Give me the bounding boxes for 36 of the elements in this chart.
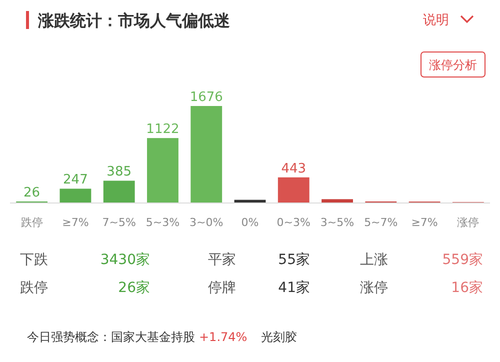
x-tick-label: 7~5% [102,216,136,229]
x-tick-label: 3~5% [320,216,354,229]
x-tick-label: ≥7% [62,216,89,229]
text: 说明 [423,13,449,28]
x-tick-label: 3~0% [190,216,224,229]
data-label: 1676 [190,90,223,105]
x-tick-label: 跌停 [20,216,43,229]
text: 上涨 [360,252,388,268]
text: 559家 [442,252,483,268]
x-tick-label: 0~3% [276,216,310,229]
text: 今日强势概念： [27,330,111,344]
data-label: 1122 [146,122,180,138]
chart-title: 涨跌统计：市场人气偏低迷 [37,11,230,30]
x-tick-label: ≥7% [411,216,438,229]
data-label: 385 [106,164,132,180]
x-tick-label: 0% [241,216,259,229]
x-tick-label: 5~3% [146,216,180,229]
x-tick-label: 5~7% [364,216,398,229]
x-tick-label: 涨停 [457,216,480,229]
data-label: 247 [63,172,88,188]
text: 跌停 [20,280,48,296]
text: 国家大基金持股 [111,330,195,344]
text: 涨停分析 [429,58,477,72]
text: 16家 [451,280,483,296]
text: 平家 [208,252,236,268]
text: 下跌 [20,252,48,268]
text: 3430家 [100,252,150,268]
text: 停牌 [208,280,236,296]
text: 26家 [118,280,150,296]
text: +1.74% [199,330,248,344]
text: 55家 [278,252,310,268]
text: 光刻胶 [261,330,298,344]
text: 41家 [278,280,310,296]
text: 涨停 [360,280,388,296]
data-label: 443 [281,161,306,176]
data-label: 26 [24,185,40,200]
